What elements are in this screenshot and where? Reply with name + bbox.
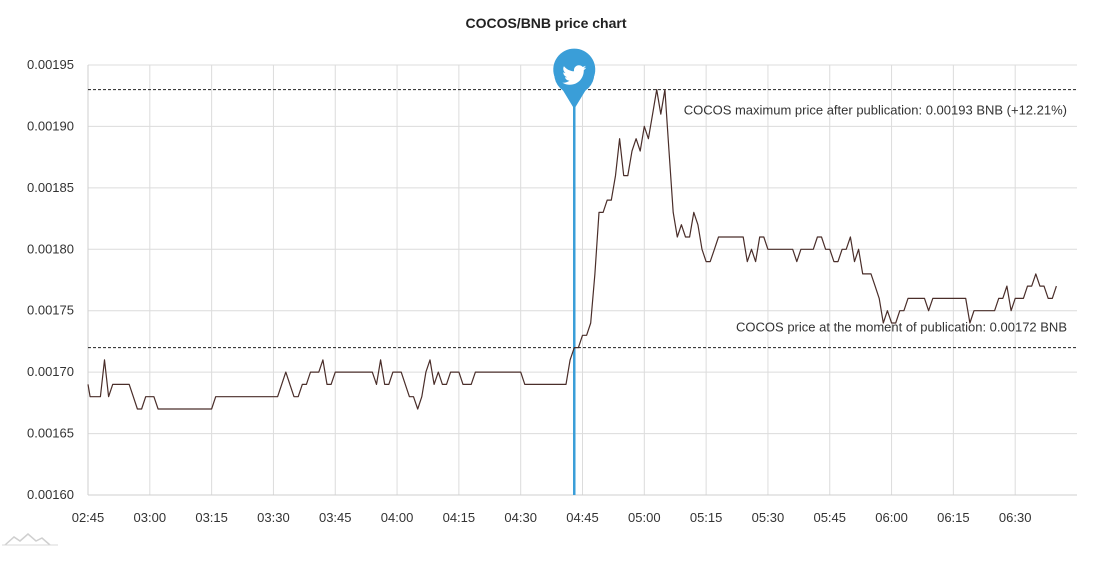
- x-tick-label: 05:15: [690, 510, 723, 525]
- grid: [87, 64, 1077, 496]
- y-tick-label: 0.00175: [27, 303, 74, 318]
- y-tick-label: 0.00170: [27, 364, 74, 379]
- x-tick-label: 03:30: [257, 510, 290, 525]
- x-tick-label: 04:00: [381, 510, 414, 525]
- y-tick-label: 0.00185: [27, 180, 74, 195]
- y-tick-label: 0.00190: [27, 118, 74, 133]
- x-tick-label: 06:00: [875, 510, 908, 525]
- x-tick-label: 06:15: [937, 510, 970, 525]
- x-tick-label: 04:45: [566, 510, 599, 525]
- x-axis: 02:45 03:00 03:15 03:30 03:45 04:00 04:15 04:30…: [72, 510, 1032, 525]
- y-tick-label: 0.00180: [27, 241, 74, 256]
- reference-line-label: COCOS price at the moment of publication…: [736, 320, 1067, 335]
- y-axis: 0.00160 0.00165 0.00170 0.00175 0.00180 0.001…: [27, 57, 74, 502]
- x-tick-label: 05:45: [813, 510, 846, 525]
- chart-title: COCOS/BNB price chart: [465, 15, 626, 31]
- reference-line-label: COCOS maximum price after publication: 0…: [684, 103, 1067, 118]
- x-tick-label: 03:15: [195, 510, 228, 525]
- x-tick-label: 05:00: [628, 510, 661, 525]
- y-tick-label: 0.00165: [27, 426, 74, 441]
- mountain-logo-icon: [2, 533, 58, 546]
- x-tick-label: 05:30: [752, 510, 785, 525]
- twitter-pin-icon: [553, 48, 596, 109]
- x-tick-label: 02:45: [72, 510, 105, 525]
- x-tick-label: 06:30: [999, 510, 1032, 525]
- x-tick-label: 04:30: [504, 510, 537, 525]
- x-tick-label: 03:00: [134, 510, 167, 525]
- event-layer: [553, 48, 596, 495]
- x-tick-label: 03:45: [319, 510, 352, 525]
- series-layer: [87, 88, 1057, 410]
- twitter-bird-icon: [562, 65, 587, 85]
- y-tick-label: 0.00195: [27, 57, 74, 72]
- price-series-line: [87, 88, 1057, 410]
- annotations: COCOS maximum price after publication: 0…: [684, 103, 1067, 335]
- y-tick-label: 0.00160: [27, 487, 74, 502]
- x-tick-label: 04:15: [443, 510, 476, 525]
